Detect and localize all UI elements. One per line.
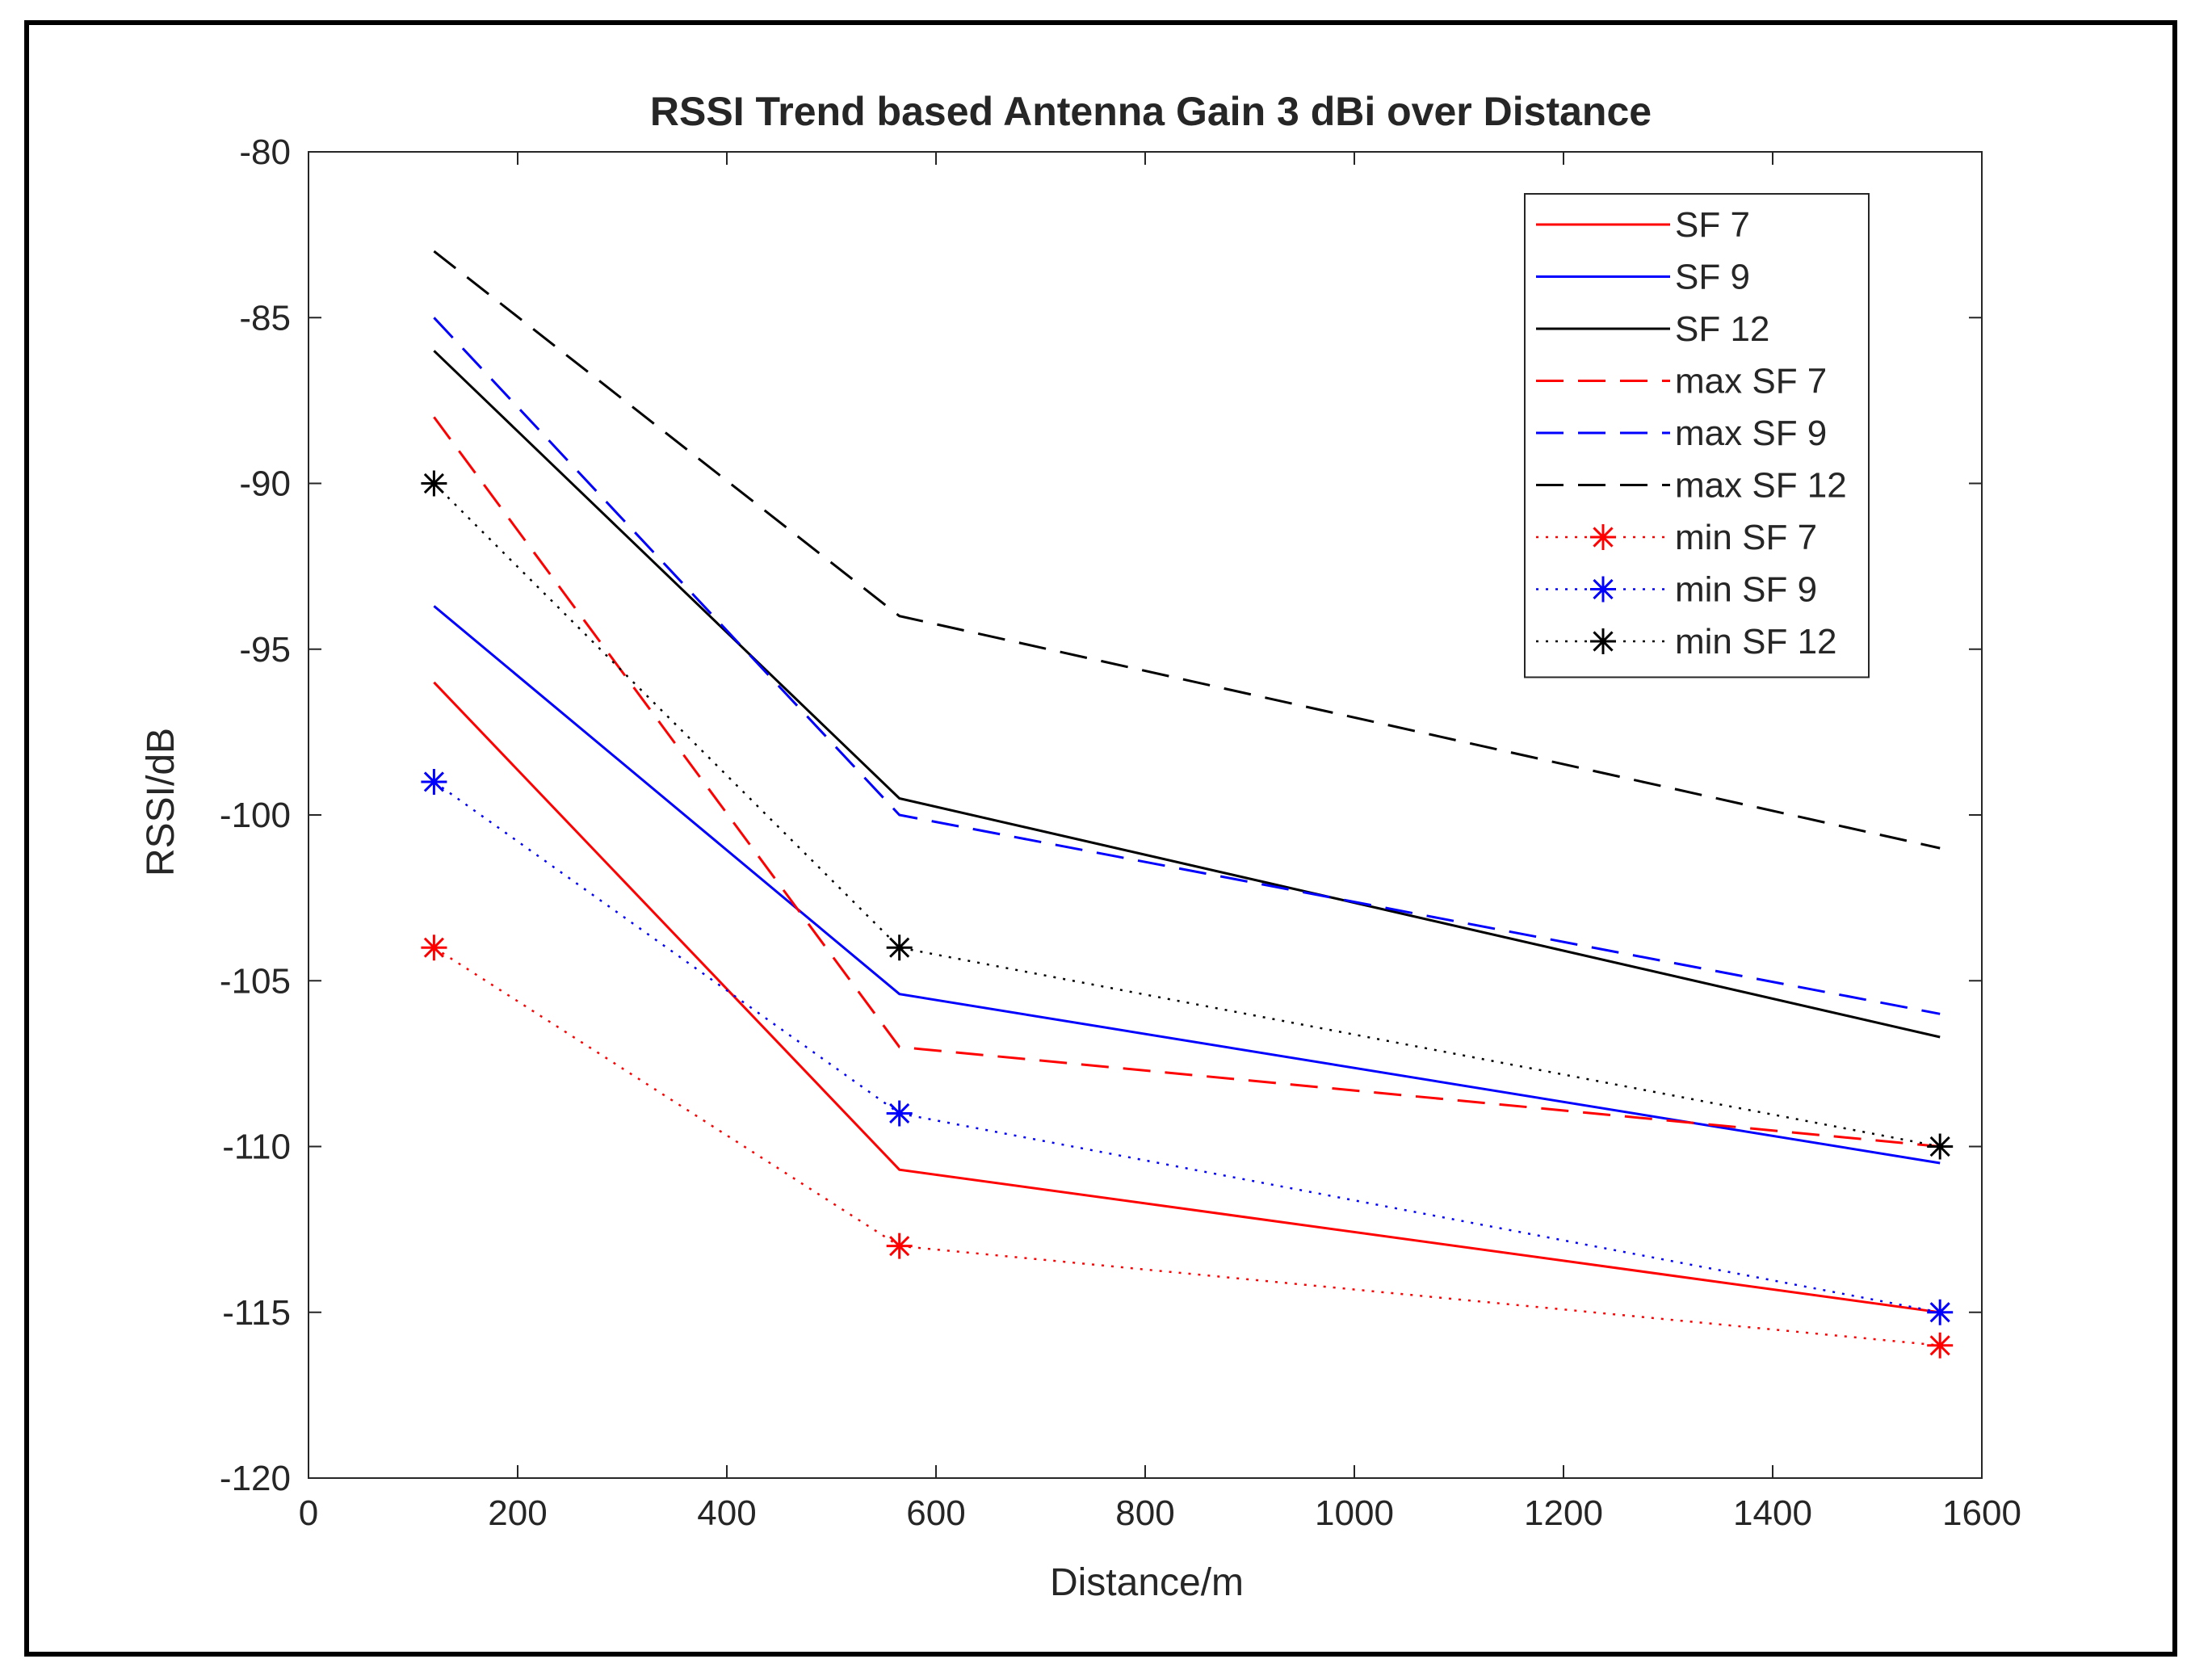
data-point bbox=[1927, 1133, 1954, 1160]
series-line bbox=[433, 250, 1941, 850]
y-axis-label: RSSI/dB bbox=[140, 728, 183, 876]
series-min-sf-7 bbox=[421, 934, 1954, 1359]
legend-label: max SF 12 bbox=[1675, 466, 1847, 506]
series-sf-12 bbox=[433, 350, 1941, 1039]
legend-label: max SF 7 bbox=[1675, 362, 1827, 401]
series-min-sf-9 bbox=[421, 768, 1954, 1325]
legend-label: SF 12 bbox=[1675, 309, 1769, 349]
x-tick-label: 0 bbox=[299, 1493, 318, 1533]
legend-item-sf-9: SF 9 bbox=[1536, 258, 1750, 297]
axes-layer: 0 200 400 600 800 1000 1200 1400 1600 -120 -115 -11… bbox=[220, 132, 2021, 1533]
legend-item-max-sf-7: max SF 7 bbox=[1536, 362, 1827, 401]
legend-item-sf-7: SF 7 bbox=[1536, 205, 1750, 245]
y-tick-label: -110 bbox=[222, 1128, 291, 1167]
series-line bbox=[433, 681, 1941, 1314]
data-point bbox=[1927, 1299, 1954, 1325]
x-tick-label: 600 bbox=[906, 1493, 965, 1533]
x-tick-label: 1000 bbox=[1315, 1493, 1394, 1533]
legend-marker bbox=[1590, 576, 1616, 603]
legend-marker bbox=[1590, 524, 1616, 550]
series-line bbox=[433, 605, 1941, 1165]
legend-item-min-sf-12: min SF 12 bbox=[1536, 622, 1837, 662]
legend-box bbox=[1524, 193, 1870, 678]
series-max-sf-7 bbox=[433, 416, 1941, 1148]
data-point bbox=[421, 470, 447, 497]
x-tick-label: 1600 bbox=[1942, 1493, 2021, 1533]
series-max-sf-9 bbox=[433, 317, 1941, 1015]
y-tick-label: -120 bbox=[220, 1459, 291, 1498]
y-tick-label: -115 bbox=[222, 1293, 291, 1333]
x-tick-label: 1200 bbox=[1524, 1493, 1603, 1533]
data-point bbox=[886, 1233, 913, 1259]
legend-marker bbox=[1590, 628, 1616, 654]
y-tick-label: -105 bbox=[220, 961, 291, 1001]
series-line bbox=[433, 350, 1941, 1039]
legend-label: max SF 9 bbox=[1675, 414, 1827, 453]
y-tick-label: -85 bbox=[239, 298, 291, 338]
legend-item-min-sf-7: min SF 7 bbox=[1536, 518, 1817, 557]
series-sf-7 bbox=[433, 681, 1941, 1314]
legend-item-min-sf-9: min SF 9 bbox=[1536, 570, 1817, 610]
data-point bbox=[421, 768, 447, 795]
data-point bbox=[886, 1100, 913, 1127]
series-layer bbox=[421, 250, 1954, 1359]
chart-title: RSSI Trend based Antenna Gain 3 dBi over… bbox=[650, 89, 1652, 134]
legend-label: min SF 7 bbox=[1675, 518, 1817, 557]
data-point bbox=[421, 934, 447, 961]
x-tick-label: 400 bbox=[697, 1493, 756, 1533]
x-tick-label: 800 bbox=[1115, 1493, 1174, 1533]
legend-label: SF 9 bbox=[1675, 258, 1750, 297]
x-axis-label: Distance/m bbox=[1050, 1561, 1244, 1604]
legend-item-max-sf-9: max SF 9 bbox=[1536, 414, 1827, 453]
data-point bbox=[886, 934, 913, 961]
series-max-sf-12 bbox=[433, 250, 1941, 850]
legend-label: min SF 9 bbox=[1675, 570, 1817, 610]
data-point bbox=[1927, 1332, 1954, 1359]
y-tick-label: -100 bbox=[220, 796, 291, 835]
y-tick-label: -95 bbox=[239, 630, 291, 670]
series-sf-9 bbox=[433, 605, 1941, 1165]
series-min-sf-12 bbox=[421, 470, 1954, 1160]
x-tick-label: 200 bbox=[488, 1493, 547, 1533]
series-line bbox=[433, 416, 1941, 1148]
y-tick-label: -90 bbox=[239, 464, 291, 504]
series-line bbox=[433, 317, 1941, 1015]
legend-label: SF 7 bbox=[1675, 205, 1750, 245]
legend: SF 7 SF 9 SF 12 max SF 7 max SF 9 max SF 12 mi… bbox=[1524, 193, 1870, 678]
x-tick-label: 1400 bbox=[1733, 1493, 1812, 1533]
legend-item-max-sf-12: max SF 12 bbox=[1536, 466, 1847, 506]
y-tick-label: -80 bbox=[239, 132, 291, 172]
legend-label: min SF 12 bbox=[1675, 622, 1837, 662]
legend-item-sf-12: SF 12 bbox=[1536, 309, 1769, 349]
